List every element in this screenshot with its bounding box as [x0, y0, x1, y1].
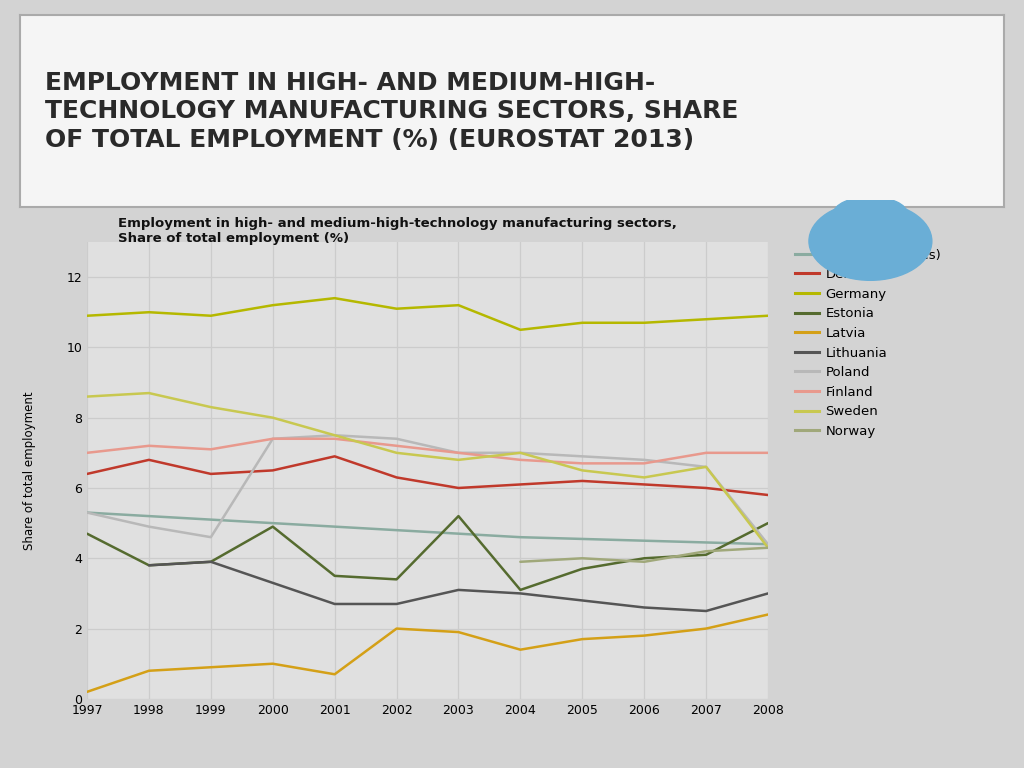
Text: EMPLOYMENT IN HIGH- AND MEDIUM-HIGH-
TECHNOLOGY MANUFACTURING SECTORS, SHARE
OF : EMPLOYMENT IN HIGH- AND MEDIUM-HIGH- TEC…: [45, 71, 738, 152]
Circle shape: [834, 197, 907, 230]
Legend: EU (27 countries), Denmark, Germany, Estonia, Latvia, Lithuania, Poland, Finland: EU (27 countries), Denmark, Germany, Est…: [795, 249, 941, 438]
Ellipse shape: [809, 202, 932, 280]
Text: Employment in high- and medium-high-technology manufacturing sectors,
Share of t: Employment in high- and medium-high-tech…: [118, 217, 677, 244]
Y-axis label: Share of total employment: Share of total employment: [23, 391, 36, 550]
